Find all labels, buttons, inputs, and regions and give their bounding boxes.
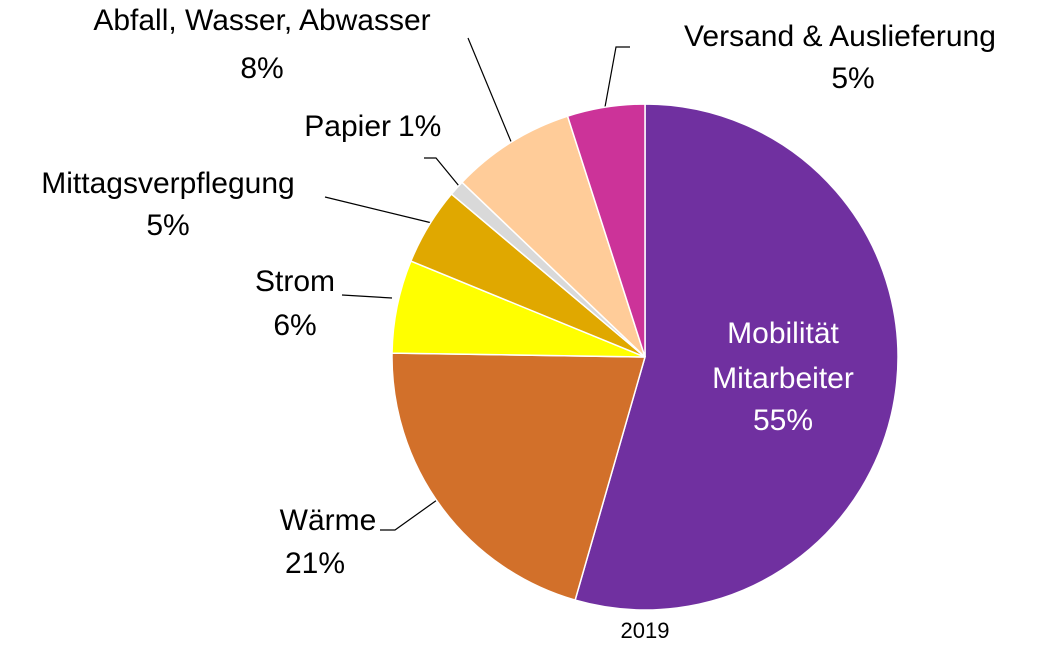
leader-line (341, 294, 393, 299)
pie-slice (574, 103, 899, 611)
leader-line (324, 196, 433, 224)
value-label: 1% (398, 110, 441, 143)
value-label: 5% (146, 209, 189, 242)
leader-lines (324, 37, 630, 531)
caption: 2019 (621, 618, 670, 643)
pie-slice (566, 103, 646, 358)
slice-label: Strom (255, 265, 335, 298)
leader-line (467, 37, 513, 145)
slice-label: Mittagsverpflegung (41, 167, 294, 200)
slice-label: Wärme (280, 504, 377, 537)
pie-slice (460, 115, 646, 358)
slice-label: Papier (304, 110, 391, 143)
leader-line (604, 46, 630, 108)
value-label: 55% (753, 404, 813, 437)
value-label: 6% (273, 309, 316, 342)
pie-slice (391, 352, 646, 602)
slice-label: Abfall, Wasser, Abwasser (93, 4, 430, 37)
slice-label: Versand & Auslieferung (684, 20, 996, 53)
leader-line (424, 157, 460, 187)
value-label: 21% (285, 547, 345, 580)
slice-label: Mobilität Mitarbeiter (712, 317, 854, 395)
leader-line (380, 499, 438, 531)
value-label: 8% (240, 52, 283, 85)
value-label: 5% (831, 62, 874, 95)
